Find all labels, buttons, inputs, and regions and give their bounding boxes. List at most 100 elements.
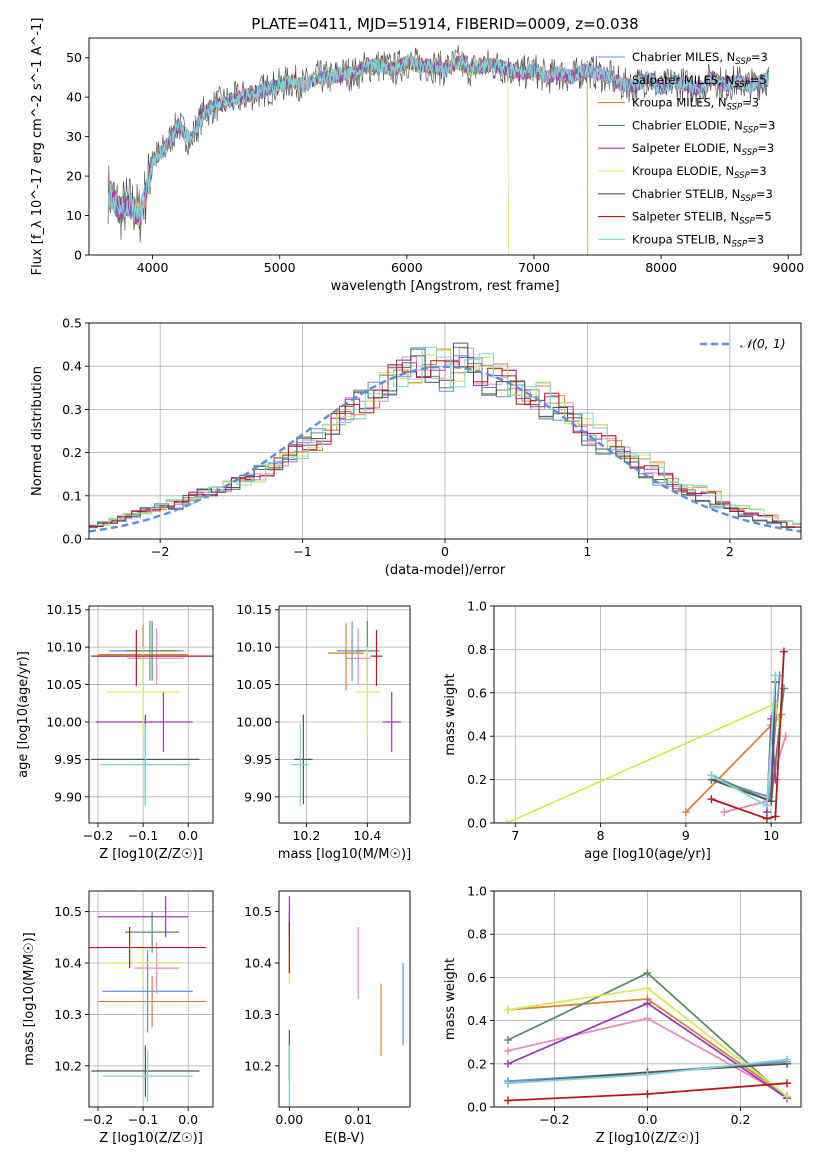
y-tick-label: 10.10 [46, 640, 82, 655]
axes-frame [493, 605, 802, 824]
panel-residuals: −2 −1 0 1 2 0.0 0.1 0.2 0.3 0.4 0.5 (data-model)/er… [30, 316, 802, 578]
legend-value: =3 [750, 164, 767, 178]
plot-area [91, 620, 213, 806]
legend-entry: Kroupa ELODIE, NSSP=3 [632, 164, 767, 181]
y-tick-label: 10.4 [244, 956, 272, 971]
spectrum-line [107, 54, 770, 221]
y-tick-label: 0.0 [467, 816, 487, 831]
x-tick-label: −0.1 [128, 828, 158, 843]
histogram-step [89, 342, 796, 528]
y-tick-label: 0.4 [467, 1013, 487, 1028]
x-tick-label: 9000 [772, 260, 804, 275]
legend-entry: Chabrier MILES, NSSP=3 [632, 50, 768, 67]
x-tick-label: 8000 [645, 260, 677, 275]
y-tick-label: 10.05 [46, 677, 82, 692]
legend-value: =3 [751, 50, 768, 64]
legend-value: =5 [755, 210, 772, 224]
x-tick-label: 0.0 [178, 1112, 198, 1127]
figure-title: PLATE=0411, MJD=51914, FIBERID=0009, z=0… [251, 15, 638, 33]
legend-subscript: SSP [739, 217, 755, 227]
y-tick-label: 0.4 [467, 729, 487, 744]
legend-subscript: SSP [727, 103, 743, 113]
y-axis-label: age [log10(age/yr)] [16, 651, 31, 778]
plot-area [503, 969, 792, 1105]
y-tick-label: 0.2 [467, 772, 487, 787]
y-tick-label: 10.00 [236, 714, 272, 729]
legend-entry: Salpeter ELODIE, NSSP=3 [632, 141, 774, 158]
y-tick-label: 10 [66, 208, 82, 223]
weight-line [711, 651, 785, 820]
legend-value: =3 [757, 141, 774, 155]
legend-subscript: SSP [743, 125, 759, 135]
x-tick-label: 0.00 [275, 1112, 303, 1127]
plot-area [89, 896, 207, 1102]
x-axis-label: Z [log10(Z/Z☉)] [99, 1131, 203, 1146]
legend-subscript: SSP [732, 239, 748, 249]
x-tick-label: 0.0 [638, 1112, 658, 1127]
legend-text: Kroupa MILES, N [632, 96, 727, 110]
legend-text: Chabrier STELIB, N [632, 187, 740, 201]
y-tick-label: 0.8 [467, 642, 487, 657]
y-tick-label: 0.6 [467, 685, 487, 700]
x-tick-label: 10.4 [353, 828, 381, 843]
x-axis-label: age [log10(age/yr)] [584, 847, 711, 862]
x-tick-label: 9 [682, 828, 690, 843]
y-tick-label: 0.5 [62, 316, 82, 331]
legend-entry: Chabrier ELODIE, NSSP=3 [632, 118, 775, 135]
panel-weight_vs_Z: −0.2 0.0 0.2 0.0 0.2 0.4 0.6 0.8 1.0 Z [log10(Z/Z… [443, 884, 802, 1146]
y-tick-label: 10.2 [244, 1058, 272, 1073]
y-axis-label: Flux [f_λ 10^-17 erg cm^-2 s^-1 A^-1] [30, 18, 45, 276]
legend-value: =3 [758, 118, 775, 132]
panel-spectrum: 4000 5000 6000 7000 8000 9000 0 10 20 30 40 50 wavel… [30, 18, 804, 294]
histogram-step [89, 347, 796, 529]
x-tick-label: 10 [763, 828, 779, 843]
y-tick-label: 0.2 [62, 445, 82, 460]
legend-subscript: SSP [734, 171, 750, 181]
plot-area [502, 647, 790, 823]
y-tick-label: 0.2 [467, 1056, 487, 1071]
legend-text: Salpeter STELIB, N [632, 210, 739, 224]
axes-frame [88, 890, 214, 1108]
legend-subscript: SSP [742, 148, 758, 158]
axes-frame [88, 37, 802, 256]
x-tick-label: −0.2 [539, 1112, 569, 1127]
y-tick-label: 40 [66, 90, 82, 105]
y-tick-label: 10.2 [54, 1058, 82, 1073]
plot-area [291, 620, 401, 806]
y-tick-label: 0 [74, 248, 82, 263]
plot-area [288, 896, 404, 1107]
y-tick-label: 0.1 [62, 488, 82, 503]
legend-value: =3 [742, 96, 759, 110]
x-tick-label: −0.2 [83, 828, 113, 843]
y-tick-label: 20 [66, 169, 82, 184]
y-tick-label: 30 [66, 129, 82, 144]
x-tick-label: −2 [151, 544, 169, 559]
x-tick-label: 8 [597, 828, 605, 843]
x-tick-label: 0.0 [178, 828, 198, 843]
legend-text: Kroupa STELIB, N [632, 232, 732, 246]
weight-line [711, 681, 777, 803]
plot-area [89, 342, 801, 533]
x-axis-label: (data-model)/error [385, 563, 506, 578]
y-tick-label: 0.3 [62, 402, 82, 417]
x-axis-label: mass [log10(M/M☉)] [278, 847, 411, 862]
y-tick-label: 10.10 [236, 640, 272, 655]
y-tick-label: 10.3 [54, 1007, 82, 1022]
legend-value: =3 [756, 187, 773, 201]
y-tick-label: 0.6 [467, 970, 487, 985]
legend-text: Chabrier MILES, N [632, 50, 735, 64]
y-tick-label: 10.15 [236, 602, 272, 617]
x-tick-label: 0 [441, 544, 449, 559]
y-tick-label: 10.4 [54, 956, 82, 971]
panel-mass_vs_Z: −0.2 −0.1 0.0 10.2 10.3 10.4 10.5 Z [log10(Z/Z☉… [22, 890, 214, 1146]
x-tick-label: 7000 [518, 260, 550, 275]
x-tick-label: 7 [511, 828, 519, 843]
x-tick-label: 0.2 [731, 1112, 751, 1127]
y-tick-label: 0.8 [467, 927, 487, 942]
y-tick-label: 10.15 [46, 602, 82, 617]
y-tick-label: 50 [66, 50, 82, 65]
x-tick-label: 4000 [137, 260, 169, 275]
legend-subscript: SSP [740, 194, 756, 204]
